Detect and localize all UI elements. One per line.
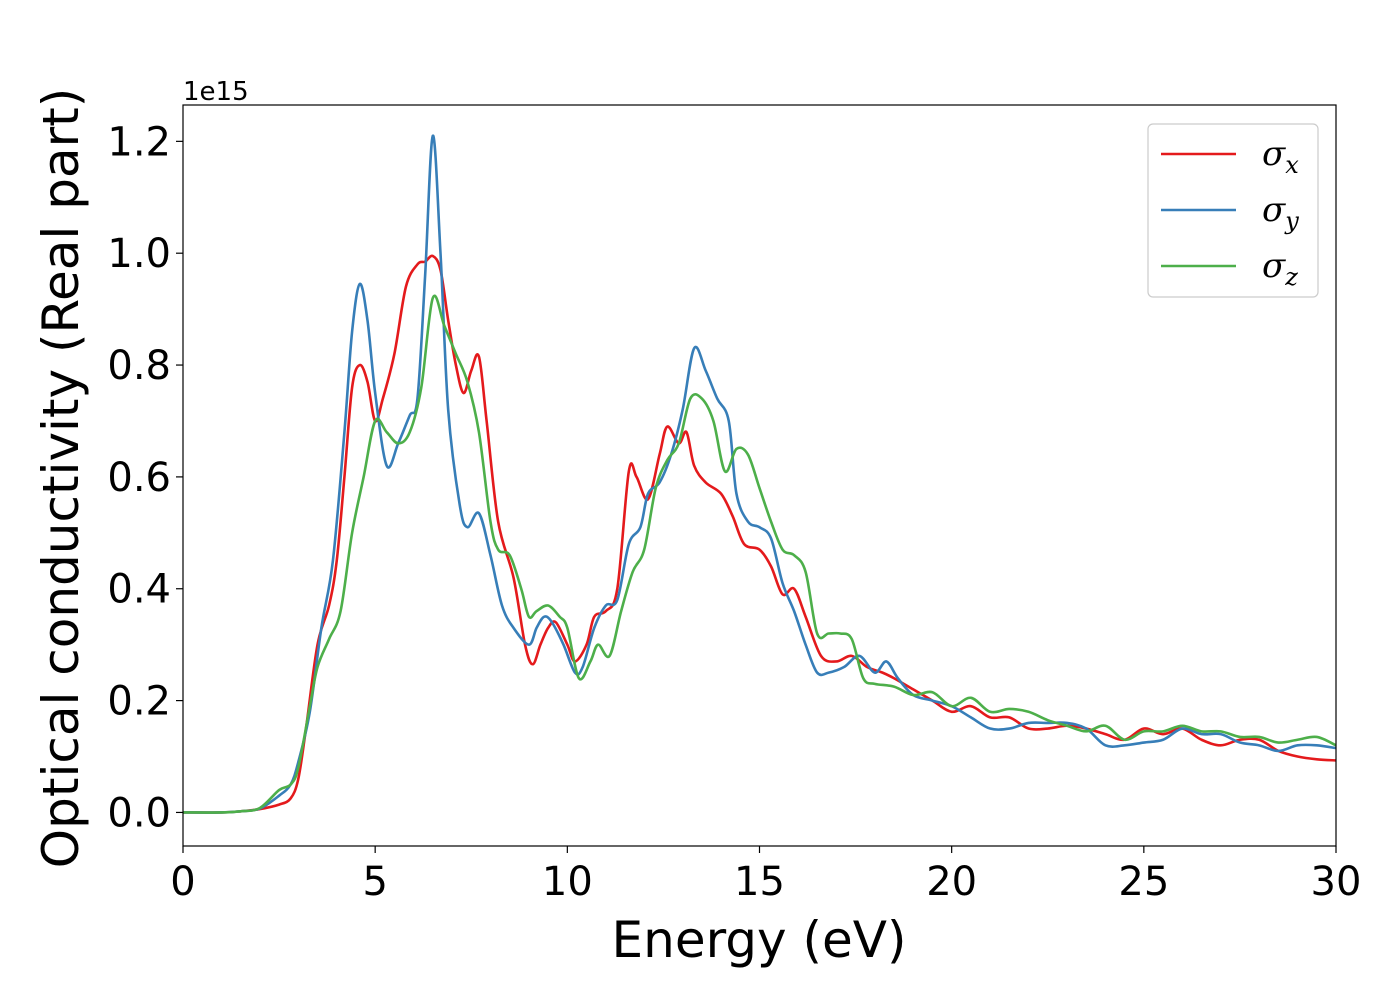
series-line-x (183, 254, 1336, 814)
x-tick-label: 20 (926, 859, 977, 905)
x-tick-label: 10 (542, 859, 593, 905)
x-axis-title: Energy (eV) (612, 911, 907, 969)
y-tick-label: 0.4 (107, 567, 171, 613)
y-offset-label: 1e15 (183, 77, 249, 107)
x-tick-label: 5 (362, 859, 387, 905)
axes: 0 5 10 15 20 25 30 0.0 0.2 0.4 0.6 0.8 1.0 1.2 (107, 104, 1362, 905)
x-tick-label: 15 (734, 859, 785, 905)
y-tick-label: 0.2 (107, 679, 171, 725)
y-tick-label: 1.2 (107, 119, 171, 165)
x-tick-label: 30 (1311, 859, 1362, 905)
y-tick-label: 0.8 (107, 343, 171, 389)
x-tick-label: 25 (1118, 859, 1169, 905)
x-tick-label: 0 (170, 859, 195, 905)
series-lines (183, 134, 1336, 814)
y-tick-label: 0.0 (107, 790, 171, 836)
y-axis-title: Optical conductivity (Real part) (32, 88, 90, 869)
series-line-z (183, 294, 1336, 814)
y-tick-label: 0.6 (107, 455, 171, 501)
y-tick-label: 1.0 (107, 231, 171, 277)
plot-area (183, 134, 1336, 814)
